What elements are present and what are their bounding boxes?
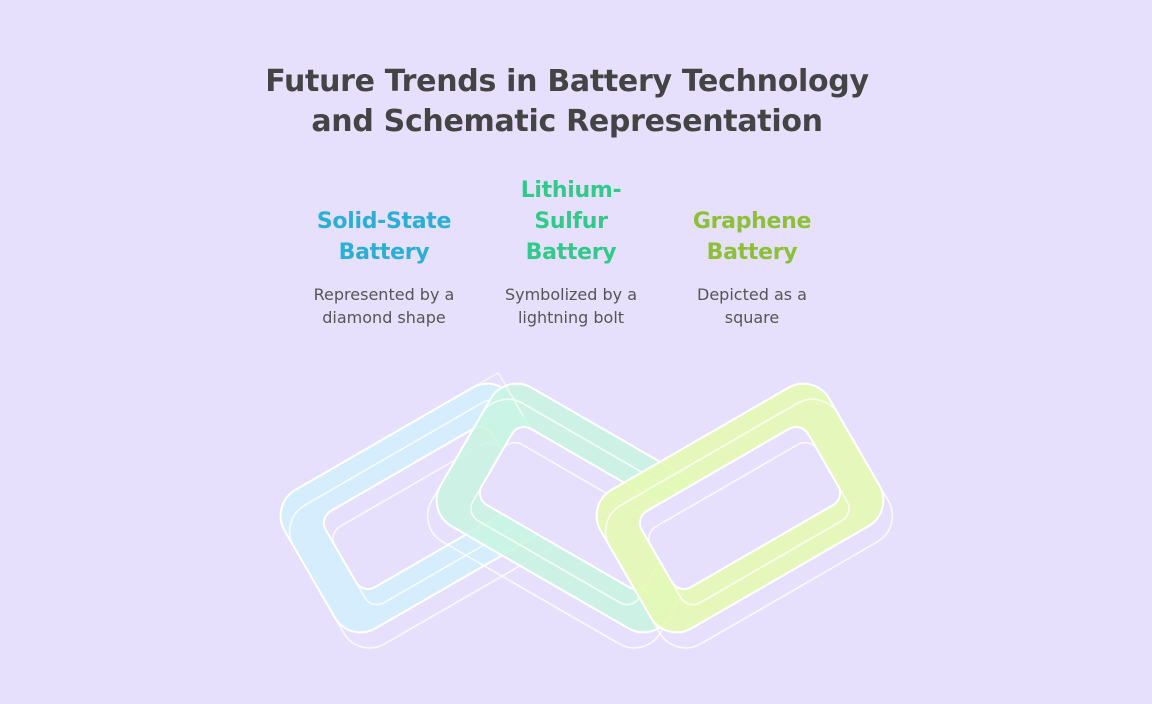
item-heading-line: Lithium- (520, 178, 622, 203)
item-heading-line: Sulfur (534, 209, 608, 234)
chain-link-graphene (595, 382, 894, 649)
item-description-line: diamond shape (322, 308, 446, 327)
item-description-line: Represented by a (313, 285, 455, 304)
item-description-line: lightning bolt (517, 308, 625, 327)
item-description-line: Symbolized by a (504, 285, 638, 304)
item-heading: Lithium- Sulfur Battery (486, 175, 656, 268)
title-line-2: and Schematic Representation (311, 104, 823, 139)
item-solid-state-battery: Solid-State Battery Represented by a dia… (299, 206, 469, 327)
title-line-1: Future Trends in Battery Technology (265, 64, 869, 99)
chain-link-overlap-blue-green (435, 371, 524, 417)
item-heading: Solid-State Battery (299, 206, 469, 268)
page-title: Future Trends in Battery Technology and … (0, 62, 1134, 142)
item-heading: Graphene Battery (667, 206, 837, 268)
item-heading-line: Battery (706, 240, 798, 265)
item-description: Symbolized by a lightning bolt (486, 283, 656, 329)
item-heading-line: Solid-State (316, 209, 452, 234)
item-heading-line: Battery (525, 240, 617, 265)
item-description: Depicted as a square (667, 283, 837, 329)
item-description-line: Depicted as a (697, 285, 807, 304)
item-lithium-sulfur-battery: Lithium- Sulfur Battery Symbolized by a … (486, 175, 656, 327)
item-heading-line: Graphene (692, 209, 812, 234)
item-description: Represented by a diamond shape (299, 283, 469, 329)
item-heading-line: Battery (338, 240, 430, 265)
item-graphene-battery: Graphene Battery Depicted as a square (667, 206, 837, 327)
item-description-line: square (724, 308, 780, 327)
